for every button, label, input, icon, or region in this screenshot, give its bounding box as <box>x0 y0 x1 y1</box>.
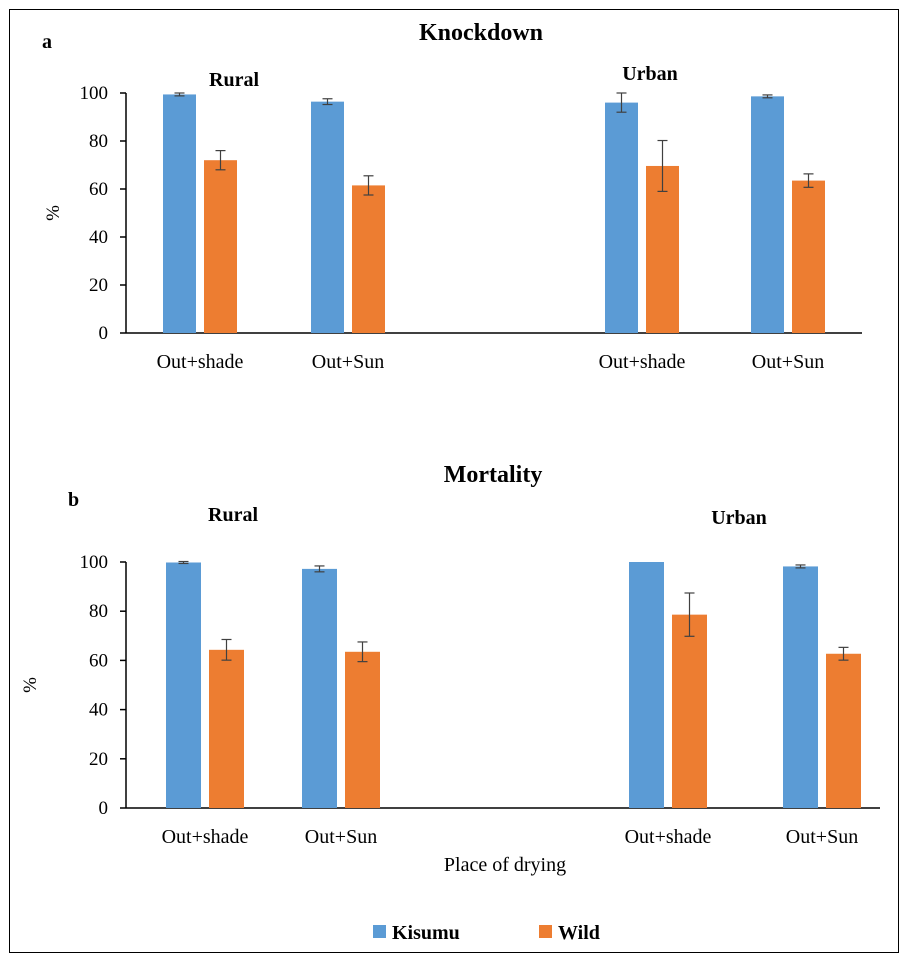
panel-a-bar-kisumu <box>163 94 196 333</box>
panel-a-bar-wild <box>204 160 237 333</box>
panel-b-bar-kisumu <box>629 562 664 808</box>
panel-b-x-tick-label: Out+Sun <box>305 826 377 848</box>
panel-b-x-tick-label: Out+Sun <box>786 826 858 848</box>
legend-label-wild: Wild <box>558 922 600 944</box>
panel-b-y-tick-label: 20 <box>89 749 108 770</box>
legend-swatch-kisumu <box>373 925 386 938</box>
figure-frame <box>9 9 899 953</box>
panel-b-x-axis-label: Place of drying <box>444 854 566 876</box>
panel-a-bar-wild <box>646 165 679 333</box>
panel-b-plot: 0 20 40 60 80 100 Out+shade Out+Sun Out+shade Out… <box>80 552 880 848</box>
panel-a-y-tick-label: 20 <box>89 275 108 296</box>
panel-a-group-label-rural: Rural <box>209 69 259 91</box>
panel-b-x-tick-label: Out+shade <box>162 826 249 848</box>
panel-b-group-label-rural: Rural <box>208 504 258 526</box>
panel-b-bar-kisumu <box>783 566 818 808</box>
legend: Kisumu Wild <box>373 922 600 944</box>
panel-b-y-tick-label: 80 <box>89 601 108 622</box>
panel-b-bar-wild <box>672 614 707 808</box>
panel-a-y-tick-label: 80 <box>89 131 108 152</box>
panel-a-x-tick-label: Out+Sun <box>312 351 384 373</box>
panel-b-x-tick-label: Out+shade <box>625 826 712 848</box>
panel-a-bar-wild <box>792 180 825 333</box>
panel-a-bar-wild <box>352 185 385 333</box>
panel-a-x-tick-label: Out+Sun <box>752 351 824 373</box>
panel-a-y-tick-label: 0 <box>99 323 109 344</box>
panel-a-group-label-urban: Urban <box>622 63 678 85</box>
panel-a-bar-kisumu <box>751 96 784 333</box>
panel-b-y-tick-label: 40 <box>89 700 108 721</box>
panel-a-plot: 0 20 40 60 80 100 Out+shade Out+Sun Out+shade Out… <box>80 83 862 373</box>
panel-b-label: b <box>68 489 79 511</box>
panel-a-y-axis-label: % <box>43 205 64 221</box>
panel-b-group-label-urban: Urban <box>711 507 767 529</box>
panel-a-y-tick-label: 60 <box>89 179 108 200</box>
panel-b-bar-kisumu <box>302 568 337 808</box>
panel-b-y-tick-label: 0 <box>99 798 109 819</box>
panel-b-bar-wild <box>826 653 861 808</box>
legend-swatch-wild <box>539 925 552 938</box>
panel-a-bar-kisumu <box>605 102 638 333</box>
panel-b-y-axis-label: % <box>20 677 41 693</box>
panel-a-x-tick-label: Out+shade <box>157 351 244 373</box>
panel-a-y-tick-label: 40 <box>89 227 108 248</box>
panel-b-y-tick-label: 60 <box>89 650 108 671</box>
panel-b-y-tick-label: 100 <box>80 552 109 573</box>
panel-a-x-tick-label: Out+shade <box>599 351 686 373</box>
panel-a-label: a <box>42 31 52 53</box>
panel-b-bar-wild <box>209 649 244 808</box>
panel-a-y-tick-label: 100 <box>80 83 109 104</box>
panel-a-title: Knockdown <box>419 20 543 46</box>
panel-b-title: Mortality <box>444 462 543 488</box>
legend-label-kisumu: Kisumu <box>392 922 460 944</box>
panel-a-bar-kisumu <box>311 101 344 333</box>
panel-b-bar-kisumu <box>166 562 201 808</box>
panel-b-bar-wild <box>345 651 380 808</box>
